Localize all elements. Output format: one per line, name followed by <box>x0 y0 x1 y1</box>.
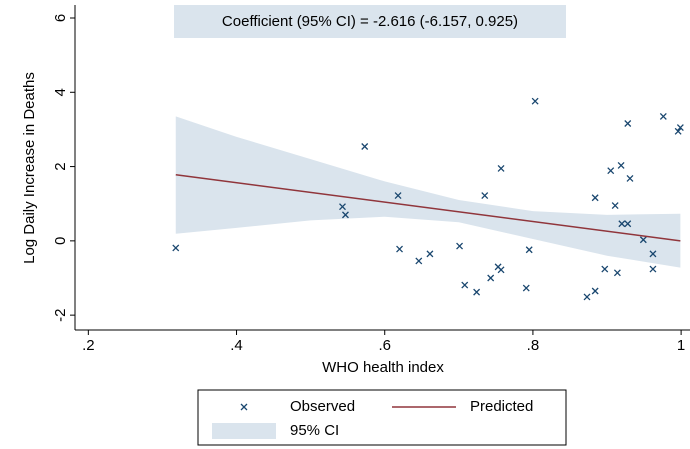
point <box>497 266 505 274</box>
y-tick-label: 2 <box>52 162 69 170</box>
point <box>591 194 599 202</box>
x-tick-label: .6 <box>378 337 391 354</box>
y-tick-label: 6 <box>52 14 69 22</box>
legend-label: Observed <box>290 398 355 415</box>
point <box>591 287 599 295</box>
y-tick-label: -2 <box>52 308 69 321</box>
point <box>461 281 469 289</box>
point <box>639 236 647 244</box>
point <box>607 167 615 175</box>
y-tick-label: 4 <box>52 88 69 96</box>
annotation: Coefficient (95% CI) = -2.616 (-6.157, 0… <box>222 13 518 30</box>
point <box>659 112 667 120</box>
annotation-box <box>174 5 566 38</box>
point <box>649 265 657 273</box>
point <box>601 265 609 273</box>
point <box>415 257 423 265</box>
x-tick-label: .8 <box>527 337 540 354</box>
x-axis-label: WHO health index <box>322 359 444 376</box>
y-tick-label: 0 <box>52 237 69 245</box>
x-tick-label: 1 <box>677 337 685 354</box>
point <box>674 127 682 135</box>
point <box>649 250 657 258</box>
fit-line <box>175 173 681 242</box>
point <box>611 202 619 210</box>
y-axis-label: Log Daily Increase in Deaths <box>21 72 38 264</box>
point <box>394 192 402 200</box>
point <box>172 244 180 252</box>
point <box>522 284 530 292</box>
point <box>613 269 621 277</box>
point <box>473 288 481 296</box>
point <box>497 164 505 172</box>
legend-swatch <box>212 423 276 439</box>
point <box>676 124 684 132</box>
point <box>531 97 539 105</box>
point <box>426 250 434 258</box>
point <box>624 120 632 127</box>
point <box>583 293 591 301</box>
legend-label: 95% CI <box>290 422 339 439</box>
ci-band <box>175 116 681 268</box>
point <box>481 192 489 200</box>
point <box>618 220 626 228</box>
legend-marker <box>240 403 248 411</box>
point <box>624 220 632 228</box>
point <box>487 274 495 282</box>
point <box>617 161 625 169</box>
point <box>456 242 464 250</box>
point <box>525 246 533 254</box>
point <box>361 143 369 150</box>
x-tick-label: .2 <box>82 337 95 354</box>
point <box>341 211 349 219</box>
point <box>626 174 634 182</box>
legend-label: Predicted <box>470 398 533 415</box>
point <box>339 203 346 211</box>
x-tick-label: .4 <box>230 337 243 354</box>
point <box>396 245 404 253</box>
